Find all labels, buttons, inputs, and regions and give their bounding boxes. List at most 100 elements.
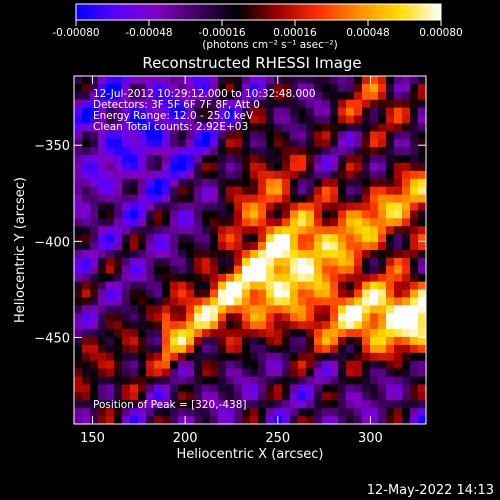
heatmap-cell (338, 242, 347, 251)
heatmap-cell (194, 131, 203, 140)
heatmap-cell (258, 115, 267, 124)
heatmap-cell (226, 384, 235, 393)
heatmap-cell (98, 131, 107, 140)
heatmap-cell (130, 99, 139, 109)
heatmap-cell (330, 281, 339, 290)
heatmap-cell (242, 281, 251, 290)
heatmap-cell (202, 368, 211, 377)
heatmap-cell (138, 202, 147, 211)
heatmap-cell (194, 76, 203, 85)
heatmap-cell (146, 147, 155, 156)
heatmap-cell (138, 210, 147, 219)
heatmap-cell (226, 360, 235, 370)
heatmap-cell (90, 281, 99, 290)
heatmap-cell (98, 234, 107, 243)
heatmap-cell (290, 352, 299, 362)
heatmap-cell (402, 337, 411, 346)
heatmap-cell (210, 218, 219, 227)
heatmap-cell (154, 210, 163, 219)
heatmap-cell (202, 194, 211, 203)
heatmap-cell (138, 321, 147, 330)
heatmap-cell (194, 376, 203, 385)
heatmap-cell (290, 242, 299, 251)
heatmap-cell (250, 329, 259, 338)
heatmap-cell (170, 99, 179, 109)
heatmap-cell (162, 408, 171, 417)
heatmap-cell (202, 360, 211, 370)
heatmap-cell (346, 400, 355, 409)
heatmap-cell (298, 186, 307, 196)
heatmap-cell (106, 273, 115, 283)
heatmap-cell (234, 281, 243, 290)
heatmap-cell (138, 163, 147, 172)
heatmap-cell (378, 115, 387, 124)
heatmap-cell (186, 273, 195, 283)
heatmap-cell (378, 155, 387, 164)
heatmap-cell (402, 194, 411, 203)
heatmap-cell (402, 392, 411, 401)
heatmap-cell (386, 289, 395, 298)
heatmap-cell (274, 107, 283, 116)
heatmap-cell (106, 107, 115, 116)
heatmap-cell (90, 416, 99, 425)
heatmap-cell (138, 281, 147, 290)
heatmap-cell (170, 344, 179, 354)
heatmap-cell (402, 400, 411, 409)
heatmap-cell (402, 107, 411, 116)
heatmap-cell (346, 273, 355, 283)
heatmap-cell (146, 226, 155, 235)
heatmap-cell (74, 186, 83, 196)
heatmap-cell (338, 210, 347, 219)
heatmap-cell (354, 99, 363, 109)
heatmap-cell (122, 123, 131, 132)
heatmap-cell (162, 250, 171, 259)
heatmap-cell (226, 344, 235, 354)
heatmap-cell (226, 376, 235, 385)
heatmap-cell (386, 123, 395, 132)
heatmap-cell (202, 115, 211, 124)
heatmap-cell (146, 376, 155, 385)
heatmap-cell (130, 107, 139, 116)
heatmap-cell (322, 368, 331, 377)
heatmap-cell (162, 83, 171, 93)
heatmap-cell (90, 242, 99, 251)
heatmap-cell (338, 257, 347, 267)
heatmap-cell (242, 83, 251, 93)
heatmap-cell (266, 289, 275, 298)
heatmap-cell (202, 91, 211, 101)
heatmap-cell (242, 305, 251, 314)
x-tick-label: 150 (80, 431, 105, 446)
heatmap-cell (394, 131, 403, 140)
heatmap-cell (378, 107, 387, 116)
heatmap-cell (282, 368, 291, 377)
heatmap-cell (258, 226, 267, 235)
heatmap-cell (258, 281, 267, 290)
heatmap-cell (322, 186, 331, 196)
heatmap-cell (258, 194, 267, 203)
heatmap-cell (146, 368, 155, 377)
heatmap-cell (202, 186, 211, 196)
heatmap-cell (386, 384, 395, 393)
heatmap-cell (146, 234, 155, 243)
heatmap-cell (242, 202, 251, 211)
heatmap-cell (202, 147, 211, 156)
heatmap-cell (322, 408, 331, 417)
heatmap-cell (330, 155, 339, 164)
heatmap-cell (346, 297, 355, 306)
heatmap-cell (266, 250, 275, 259)
heatmap-cell (410, 107, 419, 116)
heatmap-cell (306, 265, 315, 275)
heatmap-cell (74, 289, 83, 298)
heatmap-cell (314, 313, 323, 322)
heatmap-cell (394, 289, 403, 298)
heatmap-cell (138, 147, 147, 156)
heatmap-cell (282, 257, 291, 267)
heatmap-cell (114, 297, 123, 306)
heatmap-cell (186, 376, 195, 385)
heatmap-cell (114, 218, 123, 227)
heatmap-cell (218, 384, 227, 393)
heatmap-cell (210, 123, 219, 132)
heatmap-cell (410, 218, 419, 227)
heatmap-cell (274, 297, 283, 306)
heatmap-cell (202, 344, 211, 354)
